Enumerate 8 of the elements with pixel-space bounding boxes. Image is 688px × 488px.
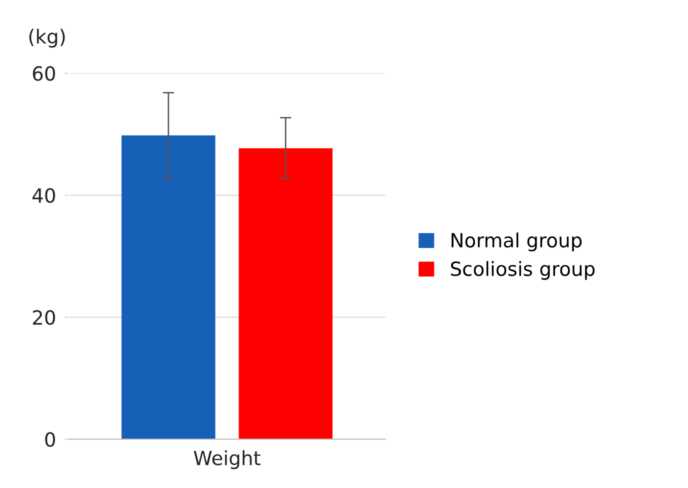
- y-axis-title: (kg): [29, 28, 65, 48]
- y-tick-label: 20: [32, 310, 56, 325]
- legend-label: Scoliosis group: [450, 261, 595, 280]
- y-tick-label: 40: [32, 188, 56, 203]
- y-tick-label: 0: [45, 432, 56, 447]
- legend-label: Normal group: [452, 232, 582, 252]
- y-tick-label: 60: [32, 66, 56, 81]
- x-tick-label: Weight: [194, 450, 260, 470]
